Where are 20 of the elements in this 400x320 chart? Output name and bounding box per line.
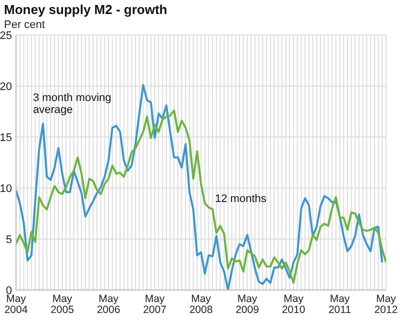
- x-tick-label: May 2006: [96, 293, 120, 316]
- y-axis-title: Per cent: [4, 19, 45, 31]
- line-series: [16, 109, 386, 284]
- x-tick-label: May 2007: [143, 293, 167, 316]
- series-label: 12 months: [215, 193, 268, 205]
- x-tick-label: May 2004: [4, 293, 28, 316]
- y-tick-label: 15: [0, 132, 12, 144]
- x-tick-label: May 2012: [374, 293, 398, 316]
- series-label: 3 month moving average: [33, 92, 112, 116]
- y-tick-label: 20: [0, 80, 12, 93]
- x-tick-label: May 2010: [282, 293, 306, 316]
- x-tick-label: May 2005: [50, 293, 74, 316]
- x-tick-label: May 2011: [328, 293, 352, 316]
- line-series: [16, 84, 384, 290]
- x-tick-label: May 2008: [189, 293, 213, 316]
- x-tick-label: May 2009: [236, 293, 260, 316]
- y-tick-label: 25: [0, 30, 12, 42]
- y-tick-label: 5: [6, 234, 12, 246]
- chart-title: Money supply M2 - growth: [4, 2, 168, 17]
- y-tick-label: 10: [0, 182, 12, 195]
